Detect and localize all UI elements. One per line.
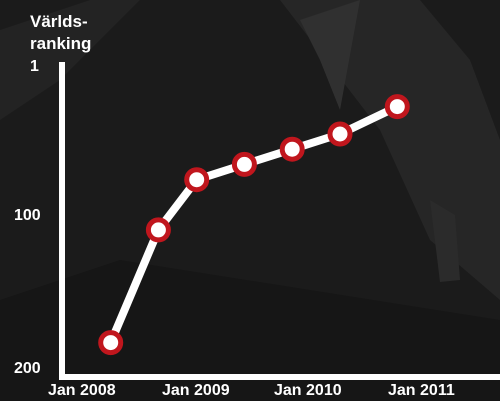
data-point-2: [145, 217, 171, 243]
data-point-1: [98, 330, 124, 356]
data-point-4: [231, 151, 257, 177]
y-axis-label-line-1: Världs-: [30, 12, 88, 31]
y-axis-label-line-2: ranking: [30, 34, 92, 53]
data-point-3: [184, 167, 210, 193]
x-tick-label-2010: Jan 2010: [274, 382, 342, 399]
axes: [59, 62, 500, 380]
y-tick-label-1: 1: [30, 58, 39, 75]
data-point-7: [384, 94, 410, 120]
y-tick-label-200: 200: [14, 360, 41, 377]
data-point-5: [279, 136, 305, 162]
data-point-6: [327, 121, 353, 147]
y-tick-label-100: 100: [14, 207, 41, 224]
x-tick-label-2008: Jan 2008: [48, 382, 116, 399]
data-points: [98, 94, 410, 356]
x-tick-label-2009: Jan 2009: [162, 382, 230, 399]
x-tick-label-2011: Jan 2011: [388, 382, 455, 399]
